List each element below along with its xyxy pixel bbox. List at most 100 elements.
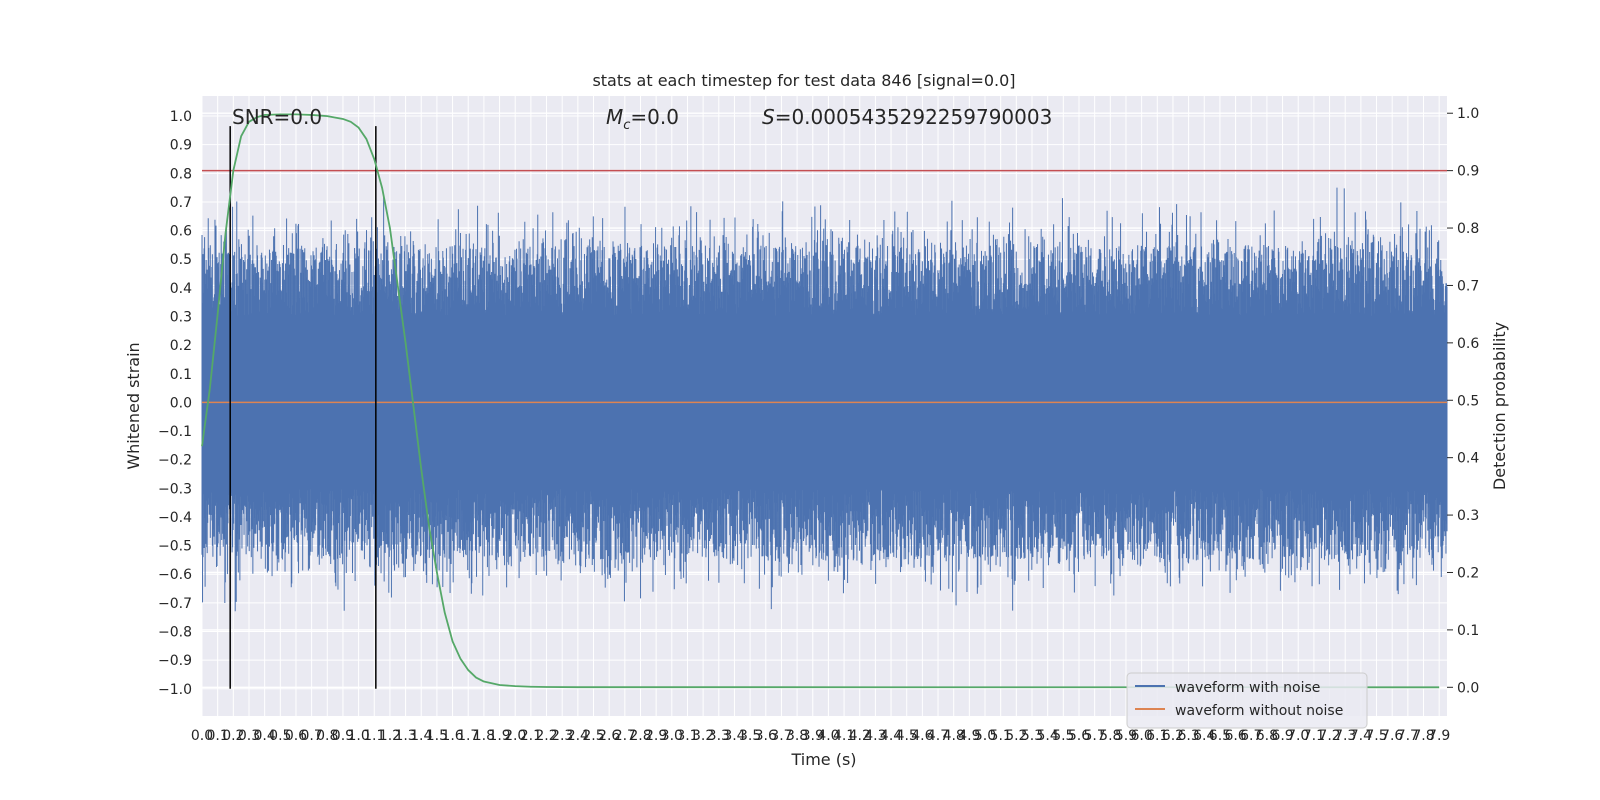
x-tick-label: 4.8 <box>943 728 965 744</box>
x-tick-label: 1.7 <box>457 728 479 744</box>
x-tick-label: 1.9 <box>488 728 510 744</box>
x-tick-label: 5.2 <box>1005 728 1027 744</box>
x-tick-label: 4.6 <box>911 728 933 744</box>
x-tick-label: 7.1 <box>1303 728 1325 744</box>
x-tick-label: 7.7 <box>1397 728 1419 744</box>
x-axis-label: Time (s) <box>790 750 856 769</box>
y-left-tick-label: −0.7 <box>158 596 192 612</box>
y-right-tick-label: 0.6 <box>1457 336 1479 352</box>
y-right-tick-label: 0.0 <box>1457 680 1479 696</box>
legend-label-clean: waveform without noise <box>1175 703 1343 719</box>
x-tick-label: 5.3 <box>1021 728 1043 744</box>
mc-annotation-value: =0.0 <box>630 105 679 129</box>
x-tick-label: 1.5 <box>426 728 448 744</box>
y-axis-left-ticks: 1.0 0.9 0.8 0.7 0.6 0.5 0.4 0.3 0.2 0.1 0.0 −0.1 −0.… <box>158 109 192 698</box>
legend: waveform with noise waveform without noi… <box>1126 672 1368 729</box>
x-tick-label: 1.0 <box>347 728 369 744</box>
x-tick-label: 3.4 <box>723 728 745 744</box>
x-tick-label: 4.1 <box>833 728 855 744</box>
y-left-tick-label: 0.4 <box>170 281 192 297</box>
x-tick-label: 1.3 <box>394 728 416 744</box>
x-tick-label: 0.5 <box>269 728 291 744</box>
x-tick-label: 6.5 <box>1209 728 1231 744</box>
x-tick-label: 5.1 <box>990 728 1012 744</box>
x-tick-label: 6.2 <box>1162 728 1184 744</box>
y-axis-left-label: Whitened strain <box>124 342 143 469</box>
y-left-tick-label: −0.6 <box>158 567 192 583</box>
mc-annotation: Mc=0.0 <box>606 105 679 133</box>
x-tick-label: 7.0 <box>1287 728 1309 744</box>
x-tick-label: 7.3 <box>1334 728 1356 744</box>
mc-annotation-sub: c <box>623 118 630 133</box>
y-right-tick-label: 0.7 <box>1457 278 1479 294</box>
x-tick-label: 0.9 <box>332 728 354 744</box>
x-tick-label: 0.1 <box>207 728 229 744</box>
x-axis-ticks: 0.00.10.20.30.40.50.60.70.80.91.01.11.21… <box>191 728 1450 744</box>
y-right-tick-label: 0.3 <box>1457 508 1479 524</box>
x-tick-label: 0.8 <box>316 728 338 744</box>
x-tick-label: 5.6 <box>1068 728 1090 744</box>
x-tick-label: 3.9 <box>802 728 824 744</box>
x-tick-label: 7.5 <box>1365 728 1387 744</box>
y-left-tick-label: 0.7 <box>170 195 192 211</box>
x-tick-label: 3.0 <box>661 728 683 744</box>
y-left-tick-label: −0.4 <box>158 510 192 526</box>
x-tick-label: 0.7 <box>300 728 322 744</box>
x-tick-label: 2.1 <box>520 728 542 744</box>
x-tick-label: 7.8 <box>1412 728 1434 744</box>
s-annotation: S=0.0005435292259790003 <box>762 105 1052 129</box>
x-tick-label: 5.5 <box>1052 728 1074 744</box>
x-tick-label: 5.0 <box>974 728 996 744</box>
x-tick-label: 3.7 <box>770 728 792 744</box>
y-left-tick-label: 1.0 <box>170 109 192 125</box>
s-annotation-var: S <box>762 105 775 129</box>
chart-title: stats at each timestep for test data 846… <box>592 71 1015 90</box>
x-tick-label: 6.7 <box>1240 728 1262 744</box>
x-tick-label: 0.6 <box>285 728 307 744</box>
y-right-tick-label: 0.5 <box>1457 393 1479 409</box>
x-tick-label: 7.6 <box>1381 728 1403 744</box>
noise-waveform-area <box>201 187 1448 612</box>
x-tick-label: 2.2 <box>535 728 557 744</box>
legend-box <box>1126 672 1368 729</box>
y-left-tick-label: −0.1 <box>158 424 192 440</box>
x-tick-label: 0.3 <box>238 728 260 744</box>
x-tick-label: 4.0 <box>817 728 839 744</box>
x-tick-label: 6.8 <box>1256 728 1278 744</box>
y-right-tick-label: 0.1 <box>1457 623 1479 639</box>
x-tick-label: 6.1 <box>1146 728 1168 744</box>
x-tick-label: 4.7 <box>927 728 949 744</box>
y-left-tick-label: 0.3 <box>170 310 192 326</box>
y-left-tick-label: −0.3 <box>158 481 192 497</box>
x-tick-label: 1.8 <box>473 728 495 744</box>
x-tick-label: 2.0 <box>504 728 526 744</box>
x-tick-label: 5.7 <box>1084 728 1106 744</box>
y-right-tick-label: 0.8 <box>1457 221 1479 237</box>
x-tick-label: 4.3 <box>864 728 886 744</box>
snr-annotation: SNR=0.0 <box>232 105 322 129</box>
x-tick-label: 5.8 <box>1099 728 1121 744</box>
x-tick-label: 7.4 <box>1350 728 1372 744</box>
y-left-tick-label: 0.8 <box>170 166 192 182</box>
x-tick-label: 0.0 <box>191 728 213 744</box>
y-axis-right-ticks: 1.0 0.9 0.8 0.7 0.6 0.5 0.4 0.3 0.2 0.1 0.0 <box>1447 106 1479 696</box>
x-tick-label: 3.2 <box>692 728 714 744</box>
y-right-tick-label: 0.2 <box>1457 565 1479 581</box>
x-tick-label: 1.1 <box>363 728 385 744</box>
x-tick-label: 6.3 <box>1177 728 1199 744</box>
y-right-tick-label: 1.0 <box>1457 106 1479 122</box>
x-tick-label: 2.9 <box>645 728 667 744</box>
x-tick-label: 3.6 <box>755 728 777 744</box>
y-left-tick-label: 0.2 <box>170 338 192 354</box>
x-tick-label: 3.3 <box>708 728 730 744</box>
x-tick-label: 2.6 <box>598 728 620 744</box>
y-left-tick-label: −0.5 <box>158 539 192 555</box>
y-left-tick-label: −0.8 <box>158 625 192 641</box>
x-tick-label: 7.9 <box>1428 728 1450 744</box>
x-tick-label: 3.1 <box>676 728 698 744</box>
series-lines <box>201 113 1447 689</box>
y-left-tick-label: −0.2 <box>158 453 192 469</box>
x-tick-label: 2.3 <box>551 728 573 744</box>
x-tick-label: 6.0 <box>1130 728 1152 744</box>
